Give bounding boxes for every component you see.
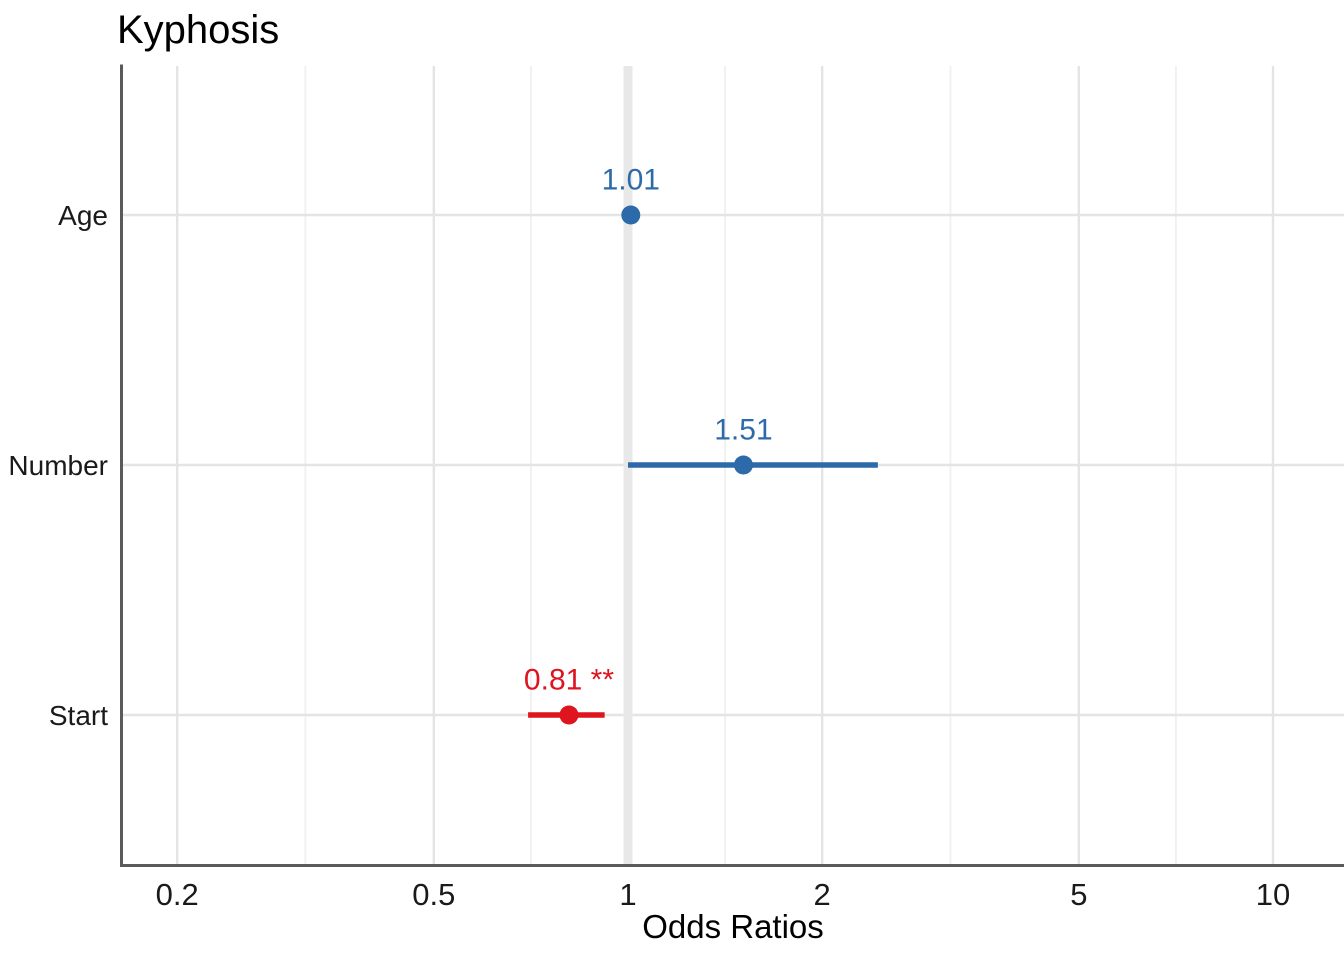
point-start [559, 705, 579, 725]
estimate-label-number: 1.51 [714, 414, 772, 447]
x-tick-label-10: 10 [1256, 877, 1290, 912]
estimate-label-start: 0.81 ** [524, 664, 614, 697]
estimate-label-age: 1.01 [602, 164, 660, 197]
point-number [733, 455, 753, 475]
chart-title: Kyphosis [117, 8, 280, 52]
y-tick-label-start: Start [49, 700, 108, 731]
x-axis-title: Odds Ratios [642, 908, 824, 945]
x-tick-label-1: 1 [619, 877, 636, 912]
x-tick-label-5: 5 [1070, 877, 1087, 912]
x-tick-label-0.2: 0.2 [156, 877, 199, 912]
x-tick-label-0.5: 0.5 [412, 877, 455, 912]
x-tick-label-2: 2 [814, 877, 831, 912]
point-age [621, 205, 641, 225]
y-tick-label-number: Number [8, 450, 108, 481]
y-tick-label-age: Age [58, 200, 108, 231]
